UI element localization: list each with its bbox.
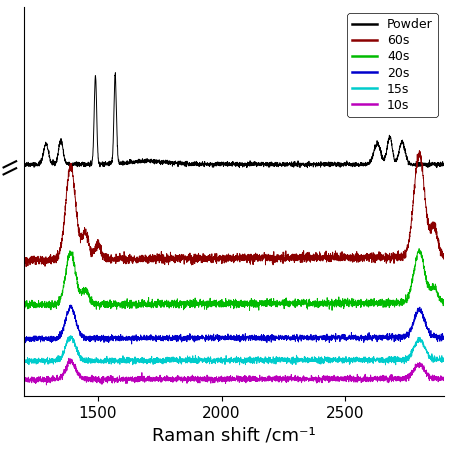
X-axis label: Raman shift /cm⁻¹: Raman shift /cm⁻¹ xyxy=(152,426,316,444)
Legend: Powder, 60s, 40s, 20s, 15s, 10s: Powder, 60s, 40s, 20s, 15s, 10s xyxy=(347,13,438,117)
